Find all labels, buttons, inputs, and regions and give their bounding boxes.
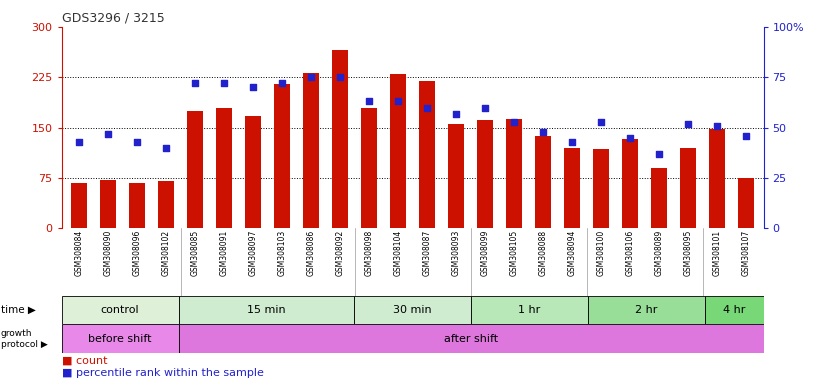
Point (566, 139, 579, 145)
Text: GDS3296 / 3215: GDS3296 / 3215 (62, 12, 164, 25)
Bar (593, 149, 609, 228)
Point (305, 74, 318, 80)
Bar (100, 180, 116, 228)
Point (681, 121, 695, 127)
Bar (71, 183, 87, 228)
Bar (361, 108, 377, 228)
Text: 1 hr: 1 hr (518, 305, 541, 315)
Bar (564, 148, 580, 228)
Text: GSM308084: GSM308084 (75, 230, 84, 276)
Text: GSM308090: GSM308090 (103, 230, 112, 276)
Text: 4 hr: 4 hr (723, 305, 745, 315)
Text: GSM308092: GSM308092 (336, 230, 345, 276)
Bar (390, 74, 406, 228)
Text: after shift: after shift (444, 334, 498, 344)
Text: GSM308097: GSM308097 (249, 230, 258, 276)
Point (536, 129, 549, 135)
Bar (471, 296, 588, 324)
Point (710, 122, 723, 129)
Text: GSM308087: GSM308087 (423, 230, 432, 276)
Bar (129, 183, 145, 228)
Point (333, 74, 346, 80)
Bar (680, 148, 696, 228)
Point (363, 98, 376, 104)
Point (392, 98, 405, 104)
Bar (187, 111, 203, 228)
Point (420, 104, 433, 111)
Point (623, 135, 636, 141)
Text: GSM308100: GSM308100 (597, 230, 606, 276)
Bar (709, 129, 725, 228)
Text: GSM308107: GSM308107 (741, 230, 750, 276)
Bar (303, 73, 319, 228)
Text: GSM308086: GSM308086 (306, 230, 315, 276)
Text: 15 min: 15 min (247, 305, 286, 315)
Text: GSM308106: GSM308106 (626, 230, 635, 276)
Text: 2 hr: 2 hr (635, 305, 658, 315)
Text: GSM308096: GSM308096 (132, 230, 141, 276)
Bar (245, 116, 261, 228)
Point (507, 119, 521, 125)
Text: GSM308088: GSM308088 (539, 230, 548, 276)
Bar (216, 108, 232, 228)
Point (276, 80, 289, 86)
Bar (178, 296, 354, 324)
Text: GSM308105: GSM308105 (510, 230, 519, 276)
Bar (158, 182, 174, 228)
Bar (332, 50, 348, 228)
Text: ■ percentile rank within the sample: ■ percentile rank within the sample (62, 368, 264, 378)
Bar (622, 139, 638, 228)
Bar (477, 120, 493, 228)
Text: GSM308103: GSM308103 (277, 230, 287, 276)
Bar (354, 296, 471, 324)
Bar (448, 124, 464, 228)
Text: control: control (101, 305, 140, 315)
Text: GSM308098: GSM308098 (365, 230, 374, 276)
Point (72, 139, 85, 145)
Bar (506, 119, 522, 228)
Point (449, 111, 462, 117)
Point (218, 80, 231, 86)
Bar (178, 324, 764, 353)
Text: before shift: before shift (89, 334, 152, 344)
Point (479, 104, 492, 111)
Bar (274, 84, 290, 228)
Bar (62, 324, 178, 353)
Text: 30 min: 30 min (393, 305, 432, 315)
Text: GSM308101: GSM308101 (713, 230, 722, 276)
Text: GSM308102: GSM308102 (162, 230, 171, 276)
Point (246, 84, 259, 91)
Text: GSM308089: GSM308089 (654, 230, 663, 276)
Point (131, 139, 144, 145)
Bar (419, 81, 435, 228)
Text: GSM308091: GSM308091 (219, 230, 228, 276)
Bar (62, 296, 178, 324)
Text: GSM308104: GSM308104 (393, 230, 402, 276)
Point (740, 133, 753, 139)
Point (653, 151, 666, 157)
Text: GSM308099: GSM308099 (480, 230, 489, 276)
Point (594, 119, 608, 125)
Bar (738, 178, 754, 228)
Bar (705, 296, 764, 324)
Text: growth
protocol ▶: growth protocol ▶ (1, 329, 48, 349)
Point (159, 145, 172, 151)
Text: GSM308094: GSM308094 (567, 230, 576, 276)
Text: ■ count: ■ count (62, 356, 107, 366)
Bar (535, 136, 551, 228)
Point (189, 80, 202, 86)
Text: GSM308085: GSM308085 (190, 230, 200, 276)
Text: GSM308093: GSM308093 (452, 230, 461, 276)
Point (102, 131, 115, 137)
Text: GSM308095: GSM308095 (684, 230, 693, 276)
Bar (588, 296, 705, 324)
Text: time ▶: time ▶ (1, 305, 35, 315)
Bar (651, 168, 667, 228)
